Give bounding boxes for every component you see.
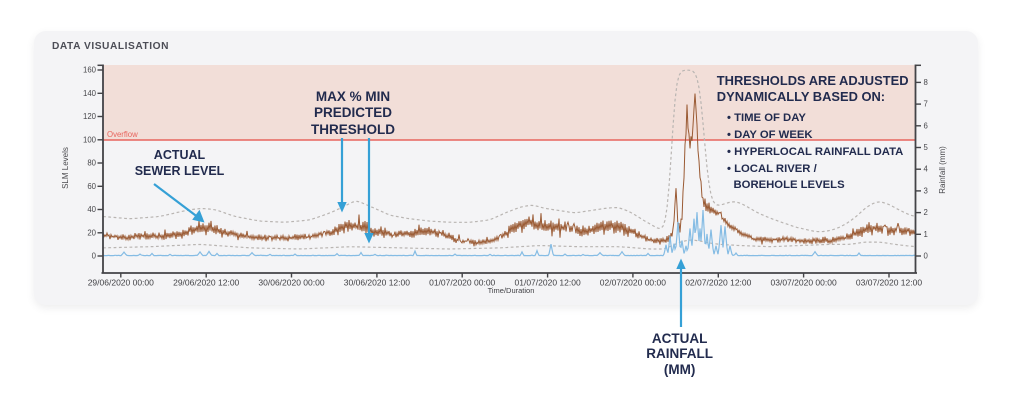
- svg-text:80: 80: [87, 159, 96, 168]
- svg-text:6: 6: [924, 121, 928, 130]
- svg-text:60: 60: [87, 182, 96, 191]
- svg-text:29/06/2020 12:00: 29/06/2020 12:00: [173, 278, 239, 288]
- svg-text:0: 0: [924, 252, 929, 261]
- svg-text:03/07/2020 12:00: 03/07/2020 12:00: [856, 278, 922, 288]
- svg-text:Rainfall (mm): Rainfall (mm): [938, 146, 947, 194]
- svg-text:140: 140: [83, 89, 97, 98]
- svg-text:29/06/2020 00:00: 29/06/2020 00:00: [88, 278, 154, 288]
- svg-text:SLM Levels: SLM Levels: [61, 147, 70, 189]
- svg-text:01/07/2020 00:00: 01/07/2020 00:00: [429, 278, 495, 288]
- svg-text:Time/Duration: Time/Duration: [488, 286, 535, 295]
- svg-text:30/06/2020 00:00: 30/06/2020 00:00: [258, 278, 324, 288]
- svg-text:40: 40: [87, 205, 96, 214]
- svg-text:3: 3: [924, 186, 928, 195]
- svg-text:100: 100: [83, 135, 97, 144]
- svg-text:20: 20: [87, 228, 96, 237]
- svg-text:1: 1: [924, 230, 928, 239]
- svg-text:2: 2: [924, 208, 928, 217]
- svg-text:120: 120: [83, 112, 97, 121]
- svg-text:02/07/2020 12:00: 02/07/2020 12:00: [685, 278, 751, 288]
- svg-text:5: 5: [924, 143, 929, 152]
- svg-text:7: 7: [924, 100, 928, 109]
- svg-text:Overflow: Overflow: [107, 130, 138, 139]
- svg-text:8: 8: [924, 78, 928, 87]
- svg-text:02/07/2020 00:00: 02/07/2020 00:00: [600, 278, 666, 288]
- svg-text:30/06/2020 12:00: 30/06/2020 12:00: [344, 278, 410, 288]
- svg-text:4: 4: [924, 165, 929, 174]
- svg-text:03/07/2020 00:00: 03/07/2020 00:00: [771, 278, 837, 288]
- svg-text:0: 0: [92, 252, 97, 261]
- svg-text:01/07/2020 12:00: 01/07/2020 12:00: [515, 278, 581, 288]
- svg-text:160: 160: [83, 66, 97, 75]
